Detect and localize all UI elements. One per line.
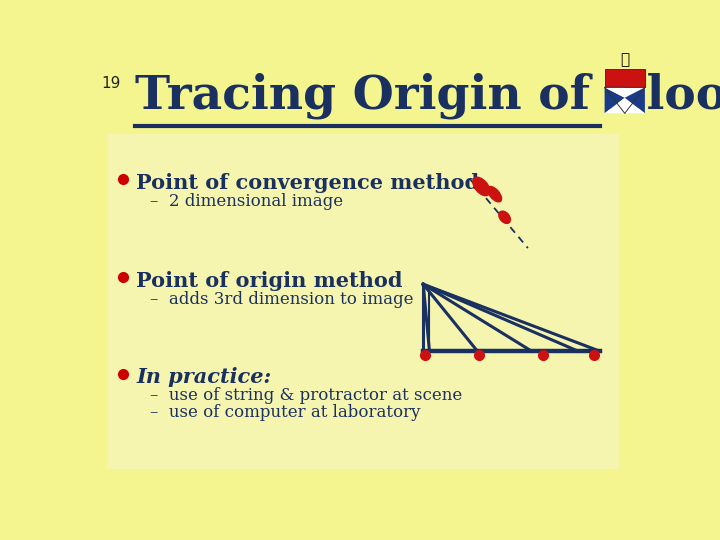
Text: 19: 19 (101, 76, 120, 91)
Text: –  use of string & protractor at scene: – use of string & protractor at scene (150, 387, 463, 404)
Polygon shape (605, 98, 645, 113)
Polygon shape (605, 87, 625, 113)
Text: 👑: 👑 (620, 52, 629, 67)
Text: Point of origin method: Point of origin method (137, 271, 403, 291)
Polygon shape (625, 87, 645, 113)
Polygon shape (605, 69, 645, 87)
Polygon shape (625, 87, 645, 113)
Ellipse shape (472, 177, 490, 197)
Text: Tracing Origin of Bloodspots: Tracing Origin of Bloodspots (135, 72, 720, 119)
Polygon shape (605, 87, 645, 113)
Text: Point of convergence method: Point of convergence method (137, 173, 480, 193)
Text: –  2 dimensional image: – 2 dimensional image (150, 193, 343, 210)
Text: In practice:: In practice: (137, 367, 271, 387)
Ellipse shape (498, 211, 511, 224)
Polygon shape (605, 87, 625, 113)
Ellipse shape (487, 186, 503, 202)
Text: –  use of computer at laboratory: – use of computer at laboratory (150, 404, 421, 421)
Polygon shape (605, 87, 645, 98)
FancyBboxPatch shape (107, 134, 618, 469)
Text: –  adds 3rd dimension to image: – adds 3rd dimension to image (150, 291, 414, 308)
